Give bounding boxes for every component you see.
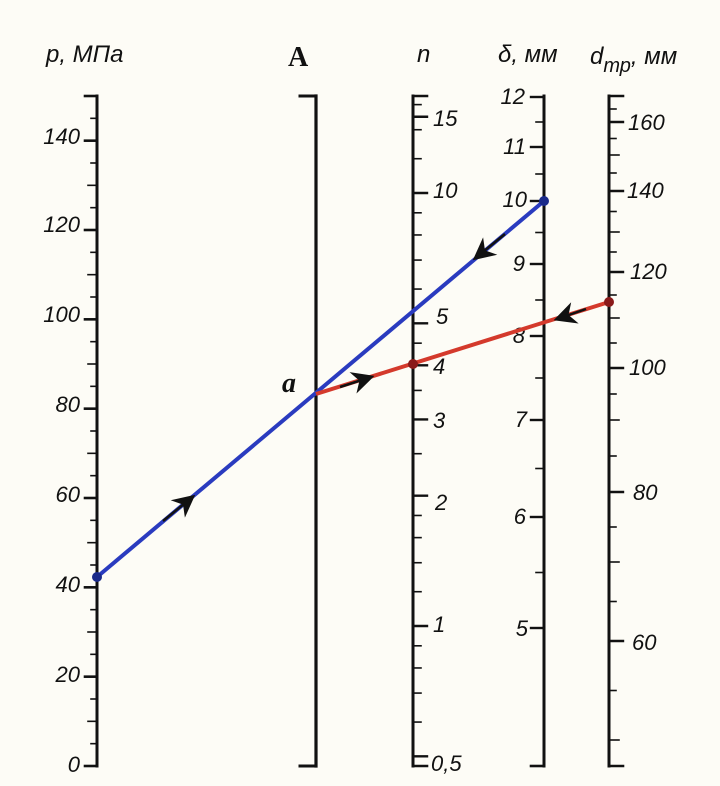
a-axis-label: A [288,42,309,73]
p-tick-label: 40 [56,572,81,597]
delta-tick-label: 9 [513,251,525,276]
n-tick-label: 2 [434,490,447,515]
n-tick-label: 0,5 [431,751,462,776]
nomogram-axes [83,94,625,768]
p-tick-label: 140 [43,124,80,149]
n-axis-label: n [417,41,430,68]
direction-arrow-icon [162,494,196,522]
delta-tick-label: 10 [503,187,528,212]
p-axis-label: p, МПа [45,41,123,68]
direction-arrow-icon [339,372,375,394]
dtr-tick-label: 120 [630,259,667,284]
delta-tick-label: 12 [501,84,525,109]
dtr-axis-label: dтр, мм [590,43,677,77]
delta-tick-label: 7 [515,407,528,432]
delta-point-dot [539,196,549,206]
delta-tick-label: 11 [503,134,526,159]
p-point-dot [92,572,102,582]
p-tick-label: 20 [55,662,81,687]
n-tick-label: 10 [433,178,458,203]
dtr-tick-label: 100 [629,355,666,380]
point-a-label: a [282,368,296,399]
dtr-tick-label: 60 [632,630,657,655]
n-tick-label: 5 [436,304,449,329]
n-point-dot [408,359,418,369]
dtr-point-dot [604,297,614,307]
dtr-tick-label: 140 [627,178,664,203]
p-tick-label: 0 [68,752,81,777]
delta-tick-label: 5 [516,616,529,641]
p-tick-label: 80 [56,392,81,417]
n-tick-label: 15 [433,106,458,131]
p-scale-labels: 0 20 40 60 80 100 120 140 [43,124,80,777]
p-tick-label: 120 [43,212,80,237]
dtr-tick-label: 160 [628,110,665,135]
n-tick-label: 3 [433,408,446,433]
delta-scale-labels: 5 6 7 8 9 10 11 12 [501,84,529,641]
delta-tick-label: 6 [514,504,527,529]
direction-arrow-icon [472,233,506,261]
p-tick-label: 60 [56,482,81,507]
dtr-scale-labels: 60 80 100 120 140 160 [627,110,667,655]
direction-arrow-icon [553,302,587,324]
dtr-tick-label: 80 [633,480,658,505]
n-tick-label: 1 [433,612,445,637]
delta-axis-label: δ, мм [498,41,558,68]
n-scale-labels: 0,5 1 2 3 4 5 10 15 [431,106,462,776]
n-tick-label: 4 [433,354,445,379]
p-tick-label: 100 [43,302,80,327]
